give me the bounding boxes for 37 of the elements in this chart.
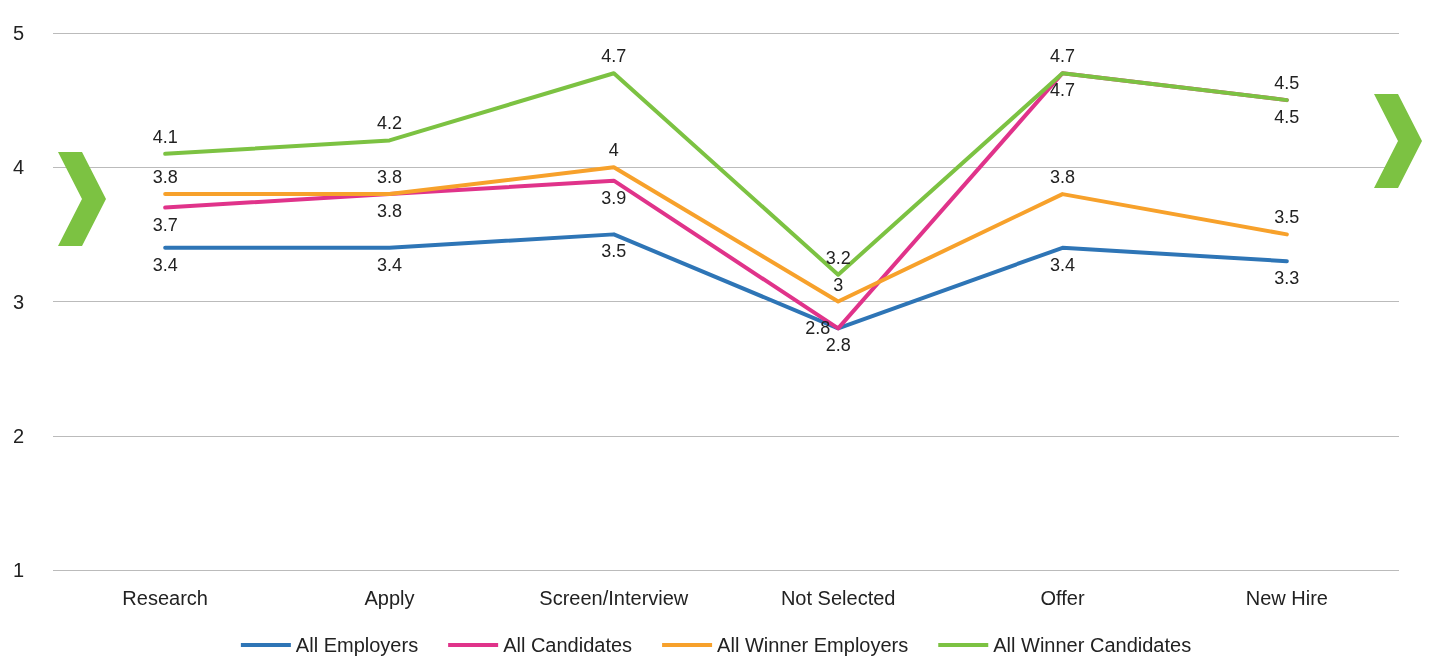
y-tick-label: 1 [13, 559, 25, 581]
data-label: 4.5 [1274, 73, 1300, 94]
x-tick-label: Apply [364, 587, 415, 609]
data-label: 4.2 [376, 113, 403, 134]
x-tick-label: Research [122, 587, 208, 609]
data-label: 3.4 [1049, 254, 1076, 275]
data-label: 3.4 [376, 254, 403, 275]
data-label: 3.8 [376, 167, 403, 188]
data-label: 3.8 [376, 201, 403, 222]
data-label: 3.3 [1274, 268, 1300, 289]
data-label: 3.4 [152, 254, 178, 275]
data-label: 4.1 [152, 126, 178, 147]
x-tick-label: Offer [1040, 587, 1085, 609]
legend-label: All Winner Employers [717, 634, 909, 656]
data-label: 3.9 [601, 187, 627, 208]
data-label: 4 [608, 140, 619, 161]
legend-label: All Winner Candidates [993, 634, 1192, 656]
data-label: 4.7 [1049, 80, 1076, 101]
x-tick-label: New Hire [1245, 587, 1328, 609]
y-tick-label: 4 [13, 156, 25, 179]
y-tick-label: 2 [13, 424, 25, 447]
legend-label: All Employers [295, 634, 419, 656]
data-label: 4.5 [1274, 107, 1300, 128]
x-tick-label: Not Selected [780, 587, 896, 609]
x-tick-label: Screen/Interview [539, 587, 689, 609]
data-label: 4.7 [1049, 46, 1076, 67]
data-label: 4.7 [601, 46, 627, 67]
y-tick-label: 5 [13, 22, 25, 44]
data-label: 3.7 [152, 214, 178, 235]
data-label: 3.8 [152, 167, 178, 188]
legend-label: All Candidates [503, 634, 633, 656]
data-label: 3.5 [1274, 207, 1300, 228]
data-label: 3.2 [825, 247, 851, 268]
data-label: 3 [833, 274, 844, 295]
y-tick-label: 3 [13, 290, 25, 313]
data-label: 3.5 [601, 241, 627, 262]
data-label: 3.8 [1049, 167, 1076, 188]
